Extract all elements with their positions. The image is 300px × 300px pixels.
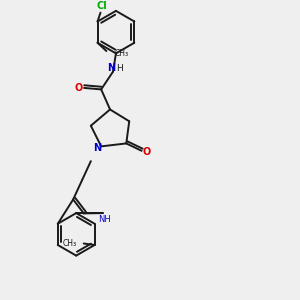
Text: CH₃: CH₃ [63,239,77,248]
Text: O: O [143,147,151,157]
Text: CH₃: CH₃ [115,49,129,58]
Text: H: H [116,64,123,73]
Text: N: N [94,143,102,153]
Text: Cl: Cl [97,1,107,11]
Text: O: O [75,83,83,93]
Text: N: N [107,63,116,73]
Text: NH: NH [98,214,111,224]
